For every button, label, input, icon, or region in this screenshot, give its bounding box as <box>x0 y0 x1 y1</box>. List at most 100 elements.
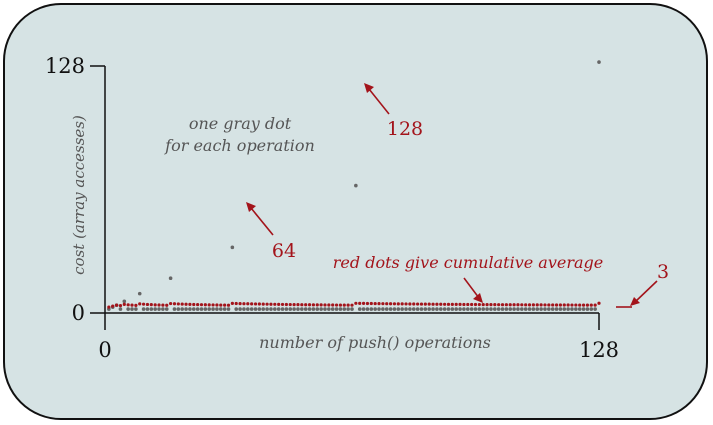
red-dot-116 <box>551 303 555 307</box>
red-dot-112 <box>535 303 539 307</box>
gray-dot-38 <box>249 307 254 311</box>
gray-dot-101 <box>493 307 497 311</box>
gray-dot-124 <box>581 307 586 311</box>
red-dot-113 <box>539 303 543 307</box>
red-dot-76 <box>396 302 400 306</box>
red-dot-111 <box>531 303 535 307</box>
red-dot-74 <box>388 302 393 306</box>
red-dot-97 <box>477 302 481 307</box>
gray-dots-series <box>107 60 601 311</box>
red-dot-81 <box>416 302 420 306</box>
arrow-128-head <box>364 83 374 93</box>
gray-dot-81 <box>415 307 420 311</box>
red-dot-16 <box>165 303 169 307</box>
gray-dot-106 <box>512 307 516 311</box>
gray-dot-79 <box>408 307 412 311</box>
red-dot-9 <box>138 302 142 306</box>
red-dot-33 <box>230 301 234 305</box>
red-dot-79 <box>408 302 412 306</box>
gray-dot-46 <box>280 307 285 311</box>
gray-dot-80 <box>411 307 416 311</box>
red-dot-59 <box>331 303 335 307</box>
red-dot-50 <box>296 303 300 307</box>
gray-dot-112 <box>535 307 540 311</box>
red-dot-68 <box>365 301 370 306</box>
red-dot-82 <box>419 302 424 306</box>
gray-dot-61 <box>338 307 343 311</box>
label-64: 64 <box>272 240 296 262</box>
red-dot-36 <box>242 302 246 306</box>
red-dot-128 <box>597 301 601 305</box>
gray-dot-107 <box>516 307 520 311</box>
red-dot-96 <box>473 302 478 307</box>
gray-dot-56 <box>319 307 323 311</box>
red-dot-106 <box>512 303 516 307</box>
gray-dot-110 <box>527 307 532 311</box>
red-dot-20 <box>180 302 184 306</box>
gray-dot-87 <box>438 307 443 311</box>
gray-dot-117 <box>554 307 559 311</box>
red-dot-11 <box>145 302 150 307</box>
chart-frame: 128 0 0 128 cost (array accesses) number… <box>3 3 708 420</box>
red-dot-84 <box>427 302 431 306</box>
gray-dot-47 <box>284 307 289 311</box>
red-dot-14 <box>157 303 161 307</box>
red-dot-99 <box>485 302 489 307</box>
red-dot-18 <box>172 302 177 306</box>
red-dot-117 <box>554 303 559 307</box>
red-dot-124 <box>581 303 586 307</box>
red-dot-69 <box>369 301 373 306</box>
gray-dot-100 <box>489 307 493 311</box>
red-dot-41 <box>261 302 265 306</box>
red-dot-56 <box>319 303 323 307</box>
red-dot-90 <box>450 302 454 306</box>
gray-dot-114 <box>543 307 547 311</box>
red-dot-93 <box>462 302 466 307</box>
red-dot-105 <box>508 303 512 307</box>
red-dot-110 <box>527 303 532 307</box>
gray-dot-60 <box>334 307 339 311</box>
red-dot-30 <box>219 303 223 307</box>
gray-dot-109 <box>523 307 528 311</box>
red-dot-note: red dots give cumulative average <box>333 253 603 272</box>
gray-dot-74 <box>388 307 393 311</box>
red-dot-53 <box>307 303 312 307</box>
gray-dot-99 <box>485 307 489 311</box>
gray-dot-122 <box>574 307 578 311</box>
gray-dot-98 <box>481 307 486 311</box>
gray-dot-45 <box>276 307 281 311</box>
gray-dot-15 <box>161 307 165 311</box>
gray-dot-36 <box>242 307 246 311</box>
red-dot-13 <box>153 303 157 307</box>
red-dot-94 <box>466 302 470 307</box>
red-dot-100 <box>489 303 493 307</box>
red-dot-10 <box>141 302 146 306</box>
gray-dot-73 <box>384 307 389 311</box>
gray-dot-24 <box>195 307 200 311</box>
arrow-3-head <box>630 297 640 306</box>
red-dot-73 <box>385 302 389 306</box>
gray-dot-34 <box>234 307 239 311</box>
red-dot-86 <box>435 302 439 306</box>
gray-dot-118 <box>558 307 563 311</box>
gray-dot-128 <box>597 60 601 64</box>
gray-dot-37 <box>246 307 250 311</box>
red-dot-23 <box>192 302 196 307</box>
x-tick-label-left: 0 <box>98 338 111 362</box>
arrow-128-shaft <box>368 88 390 115</box>
red-dot-62 <box>342 303 346 307</box>
red-dot-125 <box>585 303 590 307</box>
gray-dot-92 <box>458 307 462 311</box>
red-dot-40 <box>257 302 261 306</box>
gray-dot-42 <box>265 307 269 311</box>
gray-dot-30 <box>218 307 223 311</box>
gray-dot-68 <box>365 307 370 311</box>
gray-dot-103 <box>500 307 505 311</box>
red-dot-120 <box>566 303 570 307</box>
red-dot-70 <box>373 301 377 306</box>
gray-dot-97 <box>477 307 482 311</box>
gray-dot-96 <box>473 307 478 311</box>
red-dot-102 <box>497 303 501 307</box>
gray-dot-78 <box>404 307 408 311</box>
red-dot-87 <box>439 302 443 306</box>
